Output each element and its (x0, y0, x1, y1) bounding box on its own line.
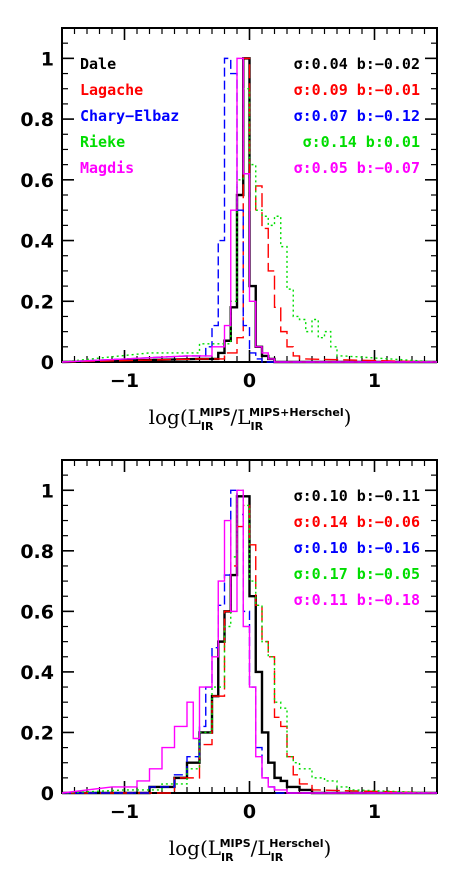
x-axis-title-post: ) (323, 836, 331, 860)
x-axis-title-sup1: MIPS (220, 837, 251, 850)
stat-annotation: σ:0.09 b:−0.01 (294, 81, 420, 99)
stat-annotation: σ:0.07 b:−0.12 (294, 107, 420, 125)
legend-entry: Rieke (80, 133, 125, 151)
x-axis-title: log(LIRMIPS/LIRHerschel) (169, 836, 332, 864)
x-axis-title-mid: /L (231, 405, 251, 429)
series-line-rieke (61, 489, 438, 794)
x-axis-title-sup2: MIPS+Herschel (249, 406, 343, 419)
legend-entry: Dale (80, 55, 116, 73)
series-line-magdis (61, 57, 437, 363)
x-axis-title-sub1: IR (221, 851, 234, 864)
x-tick-label: 1 (368, 370, 381, 392)
x-axis-title-sup2: Herschel (269, 837, 323, 850)
x-tick-label: 0 (243, 801, 256, 823)
x-axis-title-post: ) (344, 405, 352, 429)
stat-annotation: σ:0.17 b:−0.05 (294, 565, 420, 583)
y-tick-label: 1 (41, 48, 54, 70)
y-tick-label: 0.2 (20, 291, 54, 313)
chart-panel-1: −1 0 1 0 0.2 0.4 0.6 0.8 1 Dale Lagache Chary−Elbaz… (20, 27, 438, 433)
x-axis-title-pre: log(L (149, 405, 201, 429)
x-axis-title-sub2: IR (251, 420, 264, 433)
stat-annotation: σ:0.11 b:−0.18 (294, 591, 420, 609)
y-tick-label: 0 (41, 352, 54, 374)
x-tick-label: 0 (243, 370, 256, 392)
legend-entry: Chary−Elbaz (80, 107, 179, 125)
x-axis-title-mid: /L (251, 836, 271, 860)
x-axis-title-sub2: IR (271, 851, 284, 864)
x-tick-label: 1 (368, 801, 381, 823)
y-tick-label: 0 (41, 783, 54, 805)
y-tick-label: 0.4 (20, 231, 54, 253)
series-line-chary-elbaz (62, 489, 437, 794)
legend-entry: Lagache (80, 81, 143, 99)
x-axis-title-sup1: MIPS (199, 406, 230, 419)
x-axis-title: log(LIRMIPS/LIRMIPS+Herschel) (149, 405, 352, 433)
stat-annotation: σ:0.14 b:0.01 (303, 133, 420, 151)
x-axis-title-sub1: IR (201, 420, 214, 433)
chart-panel-2: −1 0 1 0 0.2 0.4 0.6 0.8 1 σ:0.10 b:−0.11 σ:0.14 b… (20, 459, 438, 864)
y-tick-label: 1 (41, 480, 54, 502)
stat-annotation: σ:0.14 b:−0.06 (294, 513, 420, 531)
stat-annotation: σ:0.10 b:−0.16 (294, 539, 420, 557)
y-tick-label: 0.4 (20, 662, 54, 684)
stat-annotation: σ:0.05 b:−0.07 (294, 159, 420, 177)
series-line-magdis (61, 489, 437, 794)
x-tick-label: −1 (110, 370, 139, 392)
legend-entry: Magdis (80, 159, 134, 177)
x-tick-label: −1 (110, 801, 139, 823)
y-tick-label: 0.6 (20, 170, 54, 192)
y-tick-label: 0.2 (20, 722, 54, 744)
y-tick-label: 0.6 (20, 601, 54, 623)
series-line-chary-elbaz (61, 57, 437, 363)
series-line-lagache (62, 504, 438, 794)
x-axis-title-pre: log(L (169, 836, 221, 860)
stat-annotation: σ:0.10 b:−0.11 (294, 487, 420, 505)
series-line-lagache (61, 57, 438, 363)
y-tick-label: 0.8 (20, 109, 54, 131)
y-tick-label: 0.8 (20, 541, 54, 563)
stat-annotation: σ:0.04 b:−0.02 (294, 55, 420, 73)
